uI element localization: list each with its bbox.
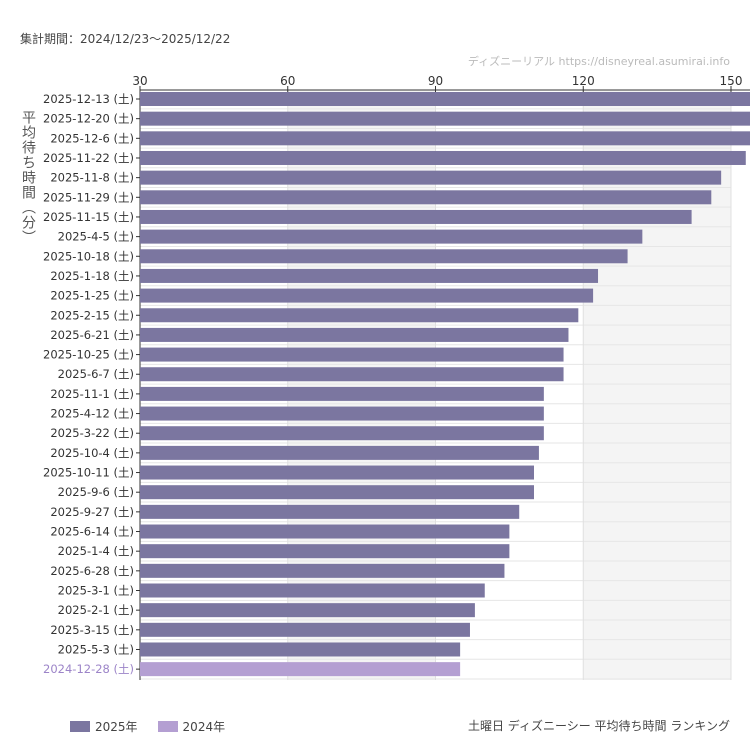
y-tick-label: 2025-6-14 (土) xyxy=(50,525,134,539)
bar xyxy=(140,347,564,362)
y-tick-label: 2025-11-8 (土) xyxy=(50,171,134,185)
y-tick-label: 2025-1-4 (土) xyxy=(58,544,134,558)
bar xyxy=(140,268,599,283)
bar xyxy=(140,209,692,224)
bar xyxy=(140,622,470,637)
x-tick-label: 90 xyxy=(428,74,443,88)
bar xyxy=(140,406,544,421)
bar xyxy=(140,92,750,106)
y-tick-label: 2025-1-25 (土) xyxy=(50,289,134,303)
bar xyxy=(140,642,461,657)
y-axis-label: 平均待ち時間（分） xyxy=(20,110,36,245)
legend-swatch xyxy=(70,721,90,732)
bar xyxy=(140,485,534,500)
bar xyxy=(140,662,461,677)
y-tick-label: 2025-12-6 (土) xyxy=(50,131,134,145)
bar xyxy=(140,131,750,146)
grid-band xyxy=(583,90,731,680)
bar xyxy=(140,465,534,480)
y-tick-label: 2025-3-1 (土) xyxy=(58,584,134,598)
bar xyxy=(140,504,520,519)
bar xyxy=(140,249,628,264)
y-tick-label: 2025-4-5 (土) xyxy=(58,230,134,244)
bar xyxy=(140,111,750,126)
bar xyxy=(140,544,510,559)
y-tick-label: 2025-11-22 (土) xyxy=(43,151,134,165)
legend-item-2024[interactable]: 2024年 xyxy=(157,718,226,735)
y-tick-label: 2025-10-18 (土) xyxy=(43,249,134,263)
bar xyxy=(140,524,510,539)
y-tick-label: 2025-3-15 (土) xyxy=(50,623,134,637)
credit-link[interactable]: ディズニーリアル https://disneyreal.asumirai.inf… xyxy=(467,55,730,68)
bar xyxy=(140,190,712,205)
bar xyxy=(140,170,722,185)
bar xyxy=(140,308,579,323)
x-tick-label: 120 xyxy=(572,74,595,88)
bar xyxy=(140,288,594,303)
bar xyxy=(140,426,544,441)
bar xyxy=(140,445,539,460)
grid-band xyxy=(287,90,436,680)
chart-subtitle: 土曜日 ディズニーシー 平均待ち時間 ランキング xyxy=(467,719,730,733)
y-tick-label: 2025-3-22 (土) xyxy=(50,426,134,440)
y-tick-label: 2025-2-1 (土) xyxy=(58,603,134,617)
y-tick-label: 2025-10-11 (土) xyxy=(43,466,134,480)
x-tick-label: 30 xyxy=(132,74,147,88)
y-tick-label: 2025-12-13 (土) xyxy=(43,92,134,106)
y-tick-label: 2025-11-15 (土) xyxy=(43,210,134,224)
legend-swatch xyxy=(157,721,178,732)
y-tick-label: 2025-12-20 (土) xyxy=(43,112,134,126)
bar xyxy=(140,386,544,401)
y-tick-label: 2025-1-18 (土) xyxy=(50,269,134,283)
legend-label: 2024年 xyxy=(182,720,226,734)
bar xyxy=(140,229,643,244)
y-tick-label: 2024-12-28 (土) xyxy=(43,662,134,676)
y-tick-label: 2025-11-1 (土) xyxy=(50,387,134,401)
y-tick-label: 2025-11-29 (土) xyxy=(43,190,134,204)
bar xyxy=(140,563,505,578)
bar xyxy=(140,603,475,618)
y-tick-label: 2025-2-15 (土) xyxy=(50,308,134,322)
y-tick-label: 2025-10-4 (土) xyxy=(50,446,134,460)
x-tick-label: 150 xyxy=(720,74,743,88)
bar xyxy=(140,583,485,598)
bar xyxy=(140,150,746,165)
y-tick-label: 2025-6-21 (土) xyxy=(50,328,134,342)
y-tick-label: 2025-9-6 (土) xyxy=(58,485,134,499)
x-tick-label: 60 xyxy=(280,74,295,88)
legend-label: 2025年 xyxy=(95,720,138,734)
period-label: 集計期間：2024/12/23〜2025/12/22 xyxy=(20,32,231,46)
legend-item-2025[interactable]: 2025年 xyxy=(70,718,138,735)
legend: 2025年 2024年 xyxy=(70,718,225,735)
y-tick-label: 2025-6-28 (土) xyxy=(50,564,134,578)
y-tick-label: 2025-10-25 (土) xyxy=(43,348,134,362)
y-tick-label: 2025-6-7 (土) xyxy=(58,367,134,381)
bar xyxy=(140,367,564,382)
y-tick-label: 2025-4-12 (土) xyxy=(50,407,134,421)
y-tick-label: 2025-9-27 (土) xyxy=(50,505,134,519)
y-tick-label: 2025-5-3 (土) xyxy=(58,642,134,656)
bar xyxy=(140,327,569,342)
